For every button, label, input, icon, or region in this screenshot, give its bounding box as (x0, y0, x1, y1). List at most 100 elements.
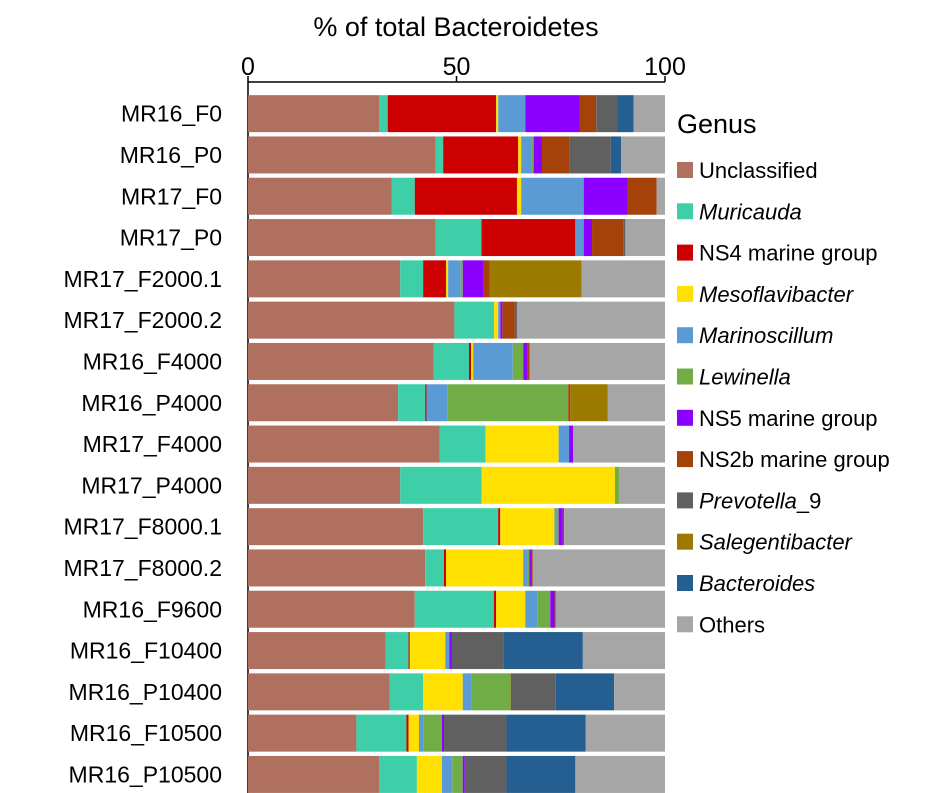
bar-segment (581, 260, 665, 298)
bar-row (248, 549, 665, 587)
bar-segment (564, 508, 665, 546)
category-label: MR16_F4000 (83, 348, 222, 374)
bar-segment (614, 673, 665, 711)
category-label: MR17_F0 (121, 183, 222, 209)
bar-segment (469, 342, 472, 380)
bar-segment (500, 301, 503, 339)
bar-segment (525, 95, 580, 133)
bar-segment (556, 508, 559, 546)
bar-segment (391, 177, 415, 215)
bar-segment (462, 673, 472, 711)
bar-segment (408, 632, 410, 670)
bar-segment (527, 549, 530, 587)
bar-segment (426, 384, 448, 422)
bar-row (248, 425, 665, 463)
category-label: MR16_F9600 (83, 596, 222, 622)
bar-segment (423, 260, 447, 298)
category-label: MR17_F8000.1 (63, 514, 222, 540)
bar-segment (498, 508, 501, 546)
bar-segment (510, 673, 512, 711)
bar-segment (447, 384, 569, 422)
bar-segment (569, 425, 574, 463)
category-label: MR16_P10400 (69, 679, 222, 705)
bar-segment (398, 384, 426, 422)
category-label: MR16_F0 (121, 101, 222, 127)
bar-segment (494, 301, 499, 339)
legend-swatch (677, 162, 693, 178)
category-labels: MR16_F0 MR16_P0 MR17_F0 MR17_P0 MR17_F2000.1… (63, 101, 222, 788)
bar-row (248, 508, 665, 546)
category-label: MR17_F2000.1 (63, 266, 222, 292)
legend-label: Salegentibacter (699, 530, 854, 555)
bar-row (248, 384, 665, 422)
bar-segment (625, 219, 665, 257)
bar-segment (583, 177, 628, 215)
legend-label: Marinoscillum (699, 323, 833, 348)
bar-segment (498, 95, 526, 133)
bar-segment (248, 260, 401, 298)
bar-segment (423, 673, 463, 711)
bar-segment (464, 755, 507, 793)
bar-segment (537, 590, 551, 628)
legend-title: Genus (677, 109, 757, 139)
bars (248, 95, 665, 793)
bar-segment (527, 342, 530, 380)
bar-segment (481, 219, 576, 257)
bar-segment (379, 95, 388, 133)
bar-segment (248, 425, 440, 463)
bar-segment (621, 136, 665, 174)
bar-segment (425, 384, 427, 422)
bar-segment (356, 714, 407, 752)
bar-segment (400, 466, 482, 504)
bar-segment (555, 673, 615, 711)
bar-segment (248, 384, 399, 422)
bar-segment (445, 632, 450, 670)
bar-segment (596, 95, 618, 133)
legend-label: Mesoflavibacter (699, 282, 855, 307)
category-label: MR17_P0 (120, 225, 222, 251)
bar-segment (619, 466, 665, 504)
legend-swatch (677, 203, 693, 220)
bar-segment (518, 136, 522, 174)
bar-segment (500, 508, 555, 546)
bar-segment (623, 219, 626, 257)
legend-label: Muricauda (699, 199, 802, 224)
bar-segment (452, 755, 463, 793)
bar-segment (573, 425, 665, 463)
bar-segment (406, 714, 409, 752)
x-tick-label: 0 (241, 53, 255, 81)
bar-segment (531, 549, 533, 587)
legend-label: Others (699, 612, 765, 637)
bar-segment (441, 755, 453, 793)
bar-segment (531, 136, 534, 174)
bar-row (248, 219, 665, 257)
category-label: MR16_F10400 (70, 638, 222, 664)
bar-segment (529, 342, 665, 380)
bar-segment (521, 177, 584, 215)
bar-row (248, 466, 665, 504)
legend-swatch (677, 451, 693, 468)
bar-segment (554, 590, 556, 628)
bar-segment (523, 549, 528, 587)
bar-segment (389, 673, 424, 711)
bar-segment (439, 425, 486, 463)
x-tick-label: 50 (443, 53, 471, 81)
bar-segment (485, 425, 559, 463)
legend-swatch (677, 244, 693, 261)
bar-segment (516, 177, 522, 215)
bar-row (248, 714, 665, 752)
bar-segment (248, 549, 426, 587)
bar-segment (568, 384, 571, 422)
category-label: MR17_F8000.2 (63, 555, 222, 581)
x-tick-label: 100 (644, 53, 686, 81)
bar-segment (592, 219, 624, 257)
bar-segment (633, 95, 665, 133)
bar-segment (248, 673, 390, 711)
bar-row (248, 342, 665, 380)
bar-row (248, 260, 665, 298)
legend-label: Lewinella (699, 365, 791, 390)
bar-row (248, 301, 665, 339)
category-label: MR17_F4000 (83, 431, 222, 457)
bar-segment (496, 590, 526, 628)
bar-segment (607, 384, 665, 422)
